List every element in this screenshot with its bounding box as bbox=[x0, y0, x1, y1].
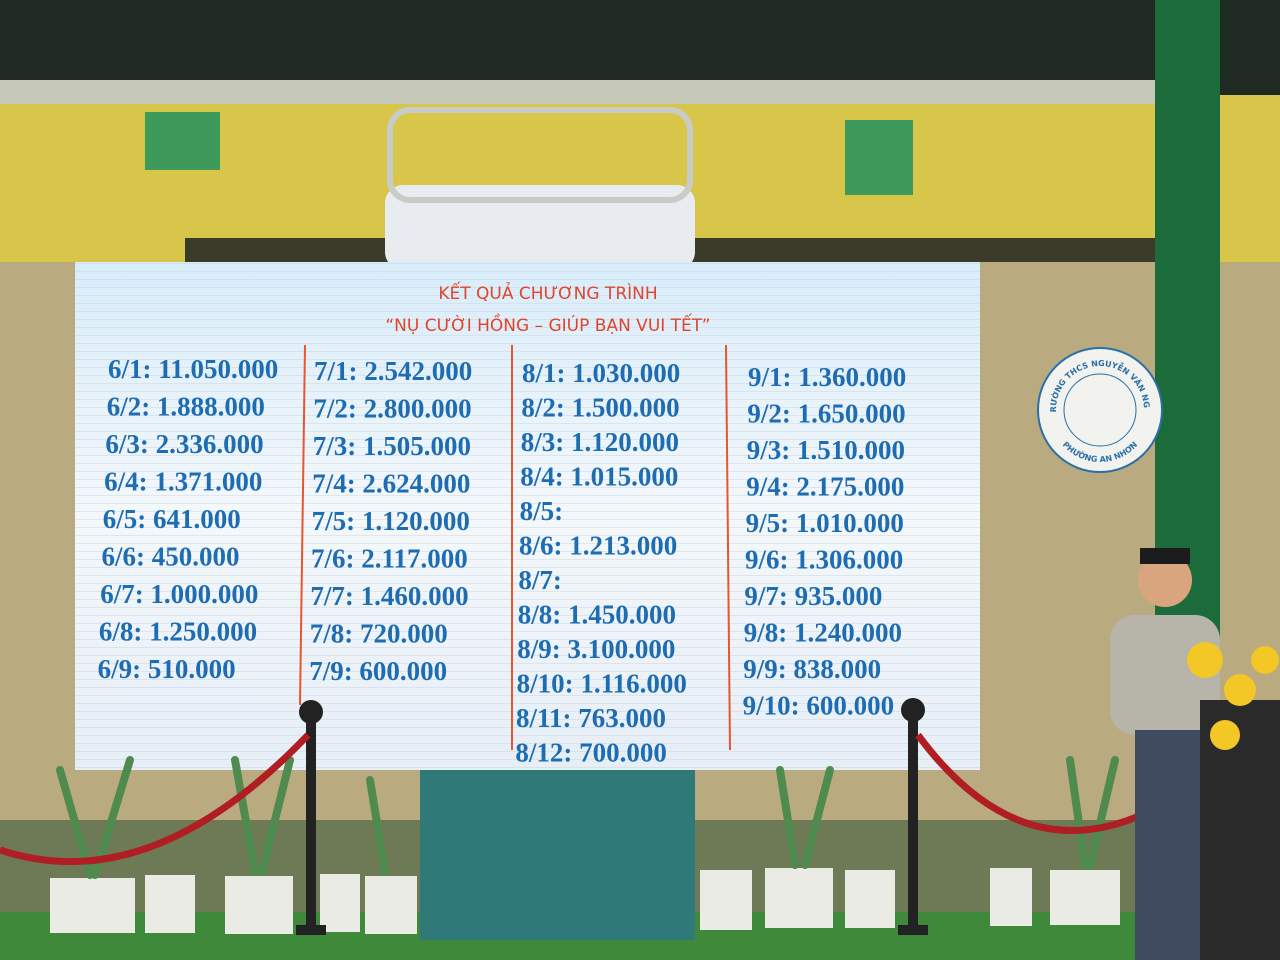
entry: 6/7: 1.000.000 bbox=[100, 579, 258, 609]
entry: 8/7: bbox=[518, 565, 562, 595]
entry: 9/3: 1.510.000 bbox=[747, 435, 905, 465]
entry: 9/7: 935.000 bbox=[744, 581, 882, 611]
posts bbox=[296, 698, 928, 935]
entry: 8/9: 3.100.000 bbox=[517, 634, 675, 664]
entry: 6/5: 641.000 bbox=[103, 504, 241, 534]
divider bbox=[725, 344, 731, 751]
entry: 6/6: 450.000 bbox=[102, 542, 240, 572]
pillar bbox=[1155, 0, 1220, 640]
screen-title: KẾT QUẢ CHƯƠNG TRÌNH bbox=[438, 280, 657, 304]
entries: 6/1: 11.050.000 6/2: 1.888.000 6/3: 2.336.… bbox=[98, 354, 907, 768]
entry: 9/6: 1.306.000 bbox=[745, 545, 903, 575]
entry: 6/3: 2.336.000 bbox=[105, 429, 263, 459]
entry: 7/9: 600.000 bbox=[309, 656, 447, 686]
entry: 6/1: 11.050.000 bbox=[108, 354, 278, 384]
railing bbox=[0, 80, 1170, 104]
entry: 8/11: 763.000 bbox=[516, 703, 666, 733]
entry: 6/9: 510.000 bbox=[98, 654, 236, 684]
entry: 8/5: bbox=[520, 496, 564, 526]
entry: 7/4: 2.624.000 bbox=[312, 469, 470, 499]
entry: 6/8: 1.250.000 bbox=[99, 617, 257, 647]
entry: 8/10: 1.116.000 bbox=[517, 669, 687, 699]
projector bbox=[385, 185, 695, 270]
entry: 9/2: 1.650.000 bbox=[747, 399, 905, 429]
pots bbox=[50, 868, 1120, 934]
entry: 7/7: 1.460.000 bbox=[310, 581, 468, 611]
entry: 7/8: 720.000 bbox=[310, 619, 448, 649]
logo-ring bbox=[1063, 373, 1137, 447]
entry: 9/8: 1.240.000 bbox=[744, 618, 902, 648]
entry: 7/2: 2.800.000 bbox=[313, 394, 471, 424]
entry: 7/3: 1.505.000 bbox=[313, 431, 471, 461]
entry: 6/4: 1.371.000 bbox=[104, 467, 262, 497]
logo bbox=[1037, 347, 1163, 473]
entry: 8/3: 1.120.000 bbox=[521, 427, 679, 457]
entry: 9/1: 1.360.000 bbox=[748, 362, 906, 392]
balcony bbox=[387, 107, 693, 203]
entry: 8/2: 1.500.000 bbox=[521, 393, 679, 423]
entry: 8/8: 1.450.000 bbox=[518, 600, 676, 630]
entry: 8/6: 1.213.000 bbox=[519, 531, 677, 561]
entry: 9/9: 838.000 bbox=[743, 654, 881, 684]
window bbox=[145, 112, 220, 170]
flowers bbox=[1187, 642, 1279, 750]
window bbox=[845, 120, 913, 195]
entry: 8/4: 1.015.000 bbox=[520, 462, 678, 492]
entry: 7/1: 2.542.000 bbox=[314, 356, 472, 386]
divider bbox=[299, 344, 306, 706]
entry: 9/5: 1.010.000 bbox=[746, 508, 904, 538]
entry: 6/2: 1.888.000 bbox=[107, 392, 265, 422]
entry: 9/4: 2.175.000 bbox=[746, 472, 904, 502]
plants bbox=[56, 756, 1119, 879]
screen-subtitle: “NỤ CƯỜI HỒNG – GIÚP BẠN VUI TẾT” bbox=[385, 312, 710, 336]
entry: 8/12: 700.000 bbox=[515, 738, 667, 768]
entry: 7/6: 2.117.000 bbox=[311, 544, 468, 574]
entry: 8/1: 1.030.000 bbox=[522, 358, 680, 388]
led-scanlines bbox=[75, 262, 980, 770]
entry: 9/10: 600.000 bbox=[743, 691, 895, 721]
speaker bbox=[1110, 548, 1220, 960]
entry: 7/5: 1.120.000 bbox=[312, 506, 470, 536]
table-cloth bbox=[420, 770, 695, 940]
